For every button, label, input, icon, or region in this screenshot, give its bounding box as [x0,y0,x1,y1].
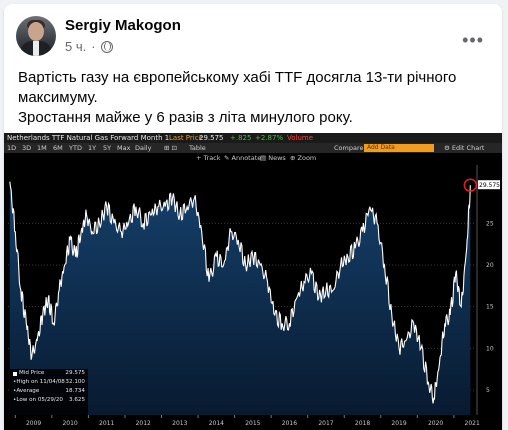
legend-row: • Average 18.734 [13,388,85,394]
x-tick-label: 2013 [172,420,187,427]
x-tick-label: 2009 [26,420,41,427]
more-options-button[interactable]: ••• [462,30,484,50]
legend-value: 3.625 [68,397,85,403]
annotate-tool[interactable]: ✎ Annotate [224,154,262,162]
timeframe-max[interactable]: Max [117,144,131,152]
avatar[interactable] [16,16,56,56]
price-area-fill [9,181,471,415]
price-chart: 5 10 15 20 25 2009 2010 2011 2012 2013 2014 2015 20… [8,165,500,427]
timeframe-toolbar: 1D 3D 1M 6M YTD 1Y 5Y Max Daily ⊞ ⊡ Tabl… [4,143,502,153]
post-text-line: Вартість газу на європейському хабі TTF … [18,69,457,106]
annotation-toolbar: + Track ✎ Annotate ▤ News ⊕ Zoom [4,153,502,163]
zoom-label: Zoom [297,154,317,162]
y-tick-label: 10 [486,345,494,352]
timeframe-6m[interactable]: 6M [53,144,63,152]
table-button[interactable]: Table [189,144,206,152]
last-price-tag-label: 29.575 [479,182,500,189]
price-change-pct: +2.87% [255,134,284,142]
legend-label: High on 11/04/08 [16,379,65,385]
y-tick-label: 15 [486,304,494,311]
x-tick-label: 2021 [465,420,480,427]
timeframe-ytd[interactable]: YTD [69,144,82,152]
x-tick-label: 2010 [62,420,77,427]
security-title: Netherlands TTF Natural Gas Forward Mont… [7,134,170,142]
facebook-post-card: Sergiy Makogon 5 ч. · ••• Вартість газу … [4,4,502,430]
add-data-input[interactable]: Add Data [364,144,434,152]
post-text: Вартість газу на європейському хабі TTF … [18,68,488,128]
zoom-tool[interactable]: ⊕ Zoom [290,154,317,162]
x-tick-label: 2019 [391,420,406,427]
legend-value: 29.575 [65,370,85,376]
compare-button[interactable]: Compare ▸ [334,144,369,152]
chart-legend: Mid Price 29.575 • High on 11/04/08 32.1… [10,369,88,415]
track-label: Track [203,154,221,162]
post-time[interactable]: 5 ч. [65,39,87,54]
legend-value: 32.100 [65,379,85,385]
last-price-tag [478,180,500,190]
x-tick-label: 2011 [99,420,114,427]
timeframe-1d[interactable]: 1D [7,144,17,152]
legend-row: Mid Price 29.575 [10,369,88,378]
track-tool[interactable]: + Track [196,154,221,162]
edit-chart-button[interactable]: ⚙ Edit Chart [444,144,485,152]
price-line [9,181,471,404]
frequency-select[interactable]: Daily [135,144,152,152]
x-tick-label: 2016 [282,420,297,427]
last-price-label: Last Price [169,134,203,142]
legend-swatch [13,371,17,376]
avatar-shirt [33,41,39,56]
x-tick-label: 2017 [318,420,333,427]
legend-row: • High on 11/04/08 32.100 [13,379,85,385]
last-price-value: 29.575 [199,134,224,142]
legend-label: Low on 05/29/20 [16,397,63,403]
annotate-label: Annotate [231,154,262,162]
legend-value: 18.734 [65,388,85,394]
legend-label: Average [16,388,40,394]
volume-label: Volume [287,134,314,142]
terminal-title-bar: Netherlands TTF Natural Gas Forward Mont… [4,133,502,143]
globe-icon [100,40,113,53]
legend-label: Mid Price [19,370,45,376]
y-tick-label: 20 [486,262,494,269]
timeframe-1m[interactable]: 1M [37,144,47,152]
timeframe-3d[interactable]: 3D [22,144,32,152]
x-tick-label: 2020 [428,420,443,427]
news-tool[interactable]: ▤ News [260,154,286,162]
chart-image[interactable]: 5 10 15 20 25 2009 2010 2011 2012 2013 2014 2015 20… [4,133,502,430]
post-text-line: Зростання майже у 6 разів з літа минулог… [18,109,353,126]
x-tick-label: 2015 [245,420,260,427]
timeframe-1y[interactable]: 1Y [88,144,97,152]
meta-separator: · [91,39,96,54]
timeframe-5y[interactable]: 5Y [103,144,112,152]
post-meta: 5 ч. · [65,39,113,54]
chart-type-icon[interactable]: ⊞ ⊡ [164,144,177,152]
avatar-face [28,22,44,41]
y-tick-label: 5 [486,387,490,394]
x-tick-label: 2018 [355,420,370,427]
x-tick-label: 2012 [136,420,151,427]
y-tick-label: 25 [486,220,494,227]
price-change: +.825 [230,134,252,142]
legend-row: • Low on 05/29/20 3.625 [13,397,85,403]
author-name[interactable]: Sergiy Makogon [65,17,181,34]
x-tick-label: 2014 [209,420,224,427]
last-price-marker [463,178,478,192]
news-label: News [268,154,286,162]
